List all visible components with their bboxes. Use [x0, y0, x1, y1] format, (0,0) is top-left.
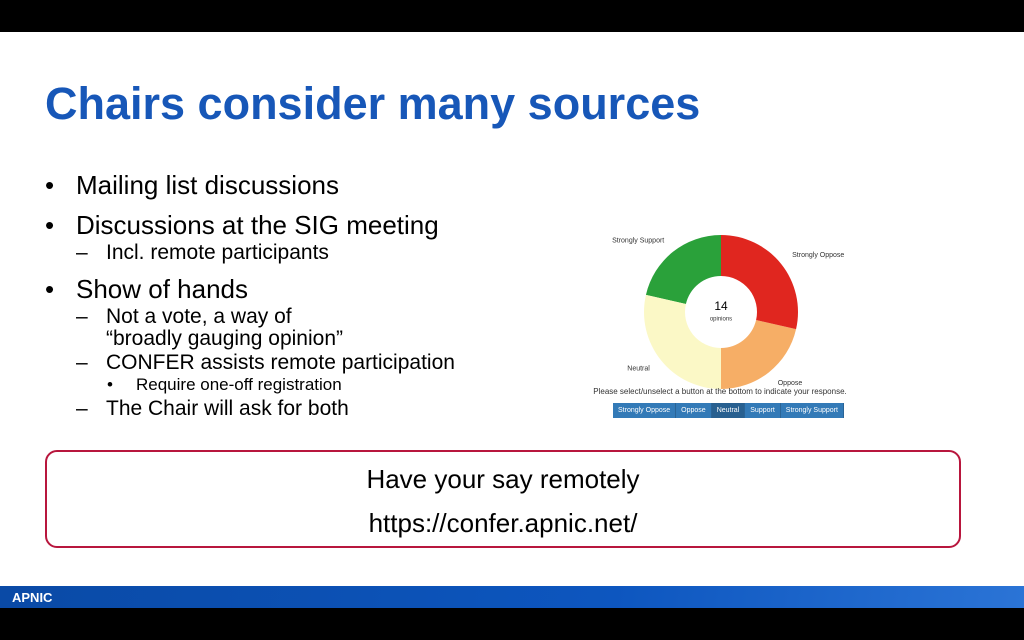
callout-box: Have your say remotely https://confer.apn…	[45, 450, 961, 548]
slide: Chairs consider many sources Mailing lis…	[0, 32, 1024, 608]
poll-buttons: Strongly Oppose Oppose Neutral Support Stron…	[613, 403, 844, 418]
poll-button[interactable]: Strongly Support	[780, 403, 844, 418]
callout-line: https://confer.apnic.net/	[368, 508, 638, 538]
segment-label: Strongly Oppose	[792, 252, 844, 259]
bullet-item: Show of hands	[45, 274, 565, 304]
bullet-item: CONFER assists remote participation	[45, 352, 565, 375]
poll-button[interactable]: Strongly Oppose	[613, 403, 677, 418]
bullet-item: Require one-off registration	[45, 374, 565, 396]
poll-total: 14	[714, 299, 728, 313]
segment-label: Oppose	[778, 380, 803, 387]
bullet-item: Incl. remote participants	[45, 242, 565, 265]
callout-line: Have your say remotely	[366, 464, 640, 494]
bullet-item: The Chair will ask for both	[45, 398, 565, 421]
poll-instruction: Please select/unselect a button at the b…	[593, 387, 847, 396]
donut-segment	[644, 294, 721, 389]
segment-label: Neutral	[627, 366, 650, 373]
donut-segment	[645, 234, 721, 304]
bullet-list: Mailing list discussions Discussions at t…	[45, 160, 565, 420]
bullet-item: Mailing list discussions	[45, 170, 565, 200]
poll-button[interactable]: Support	[745, 403, 781, 418]
donut-segment	[721, 320, 797, 389]
poll-chart: 14 opinions Strongly Oppose Oppose Neutral…	[612, 234, 844, 389]
slide-title: Chairs consider many sources	[45, 78, 701, 129]
footer-band: APNIC	[0, 586, 1024, 608]
bullet-item: Not a vote, a way of “broadly gauging op…	[45, 306, 565, 350]
donut-segment	[721, 235, 798, 330]
poll-button[interactable]: Neutral	[711, 403, 746, 418]
bullet-item: Discussions at the SIG meeting	[45, 210, 565, 240]
poll-total-label: opinions	[710, 317, 732, 323]
footer-logo: APNIC	[12, 590, 53, 605]
segment-label: Strongly Support	[612, 238, 664, 245]
poll-button[interactable]: Oppose	[676, 403, 712, 418]
